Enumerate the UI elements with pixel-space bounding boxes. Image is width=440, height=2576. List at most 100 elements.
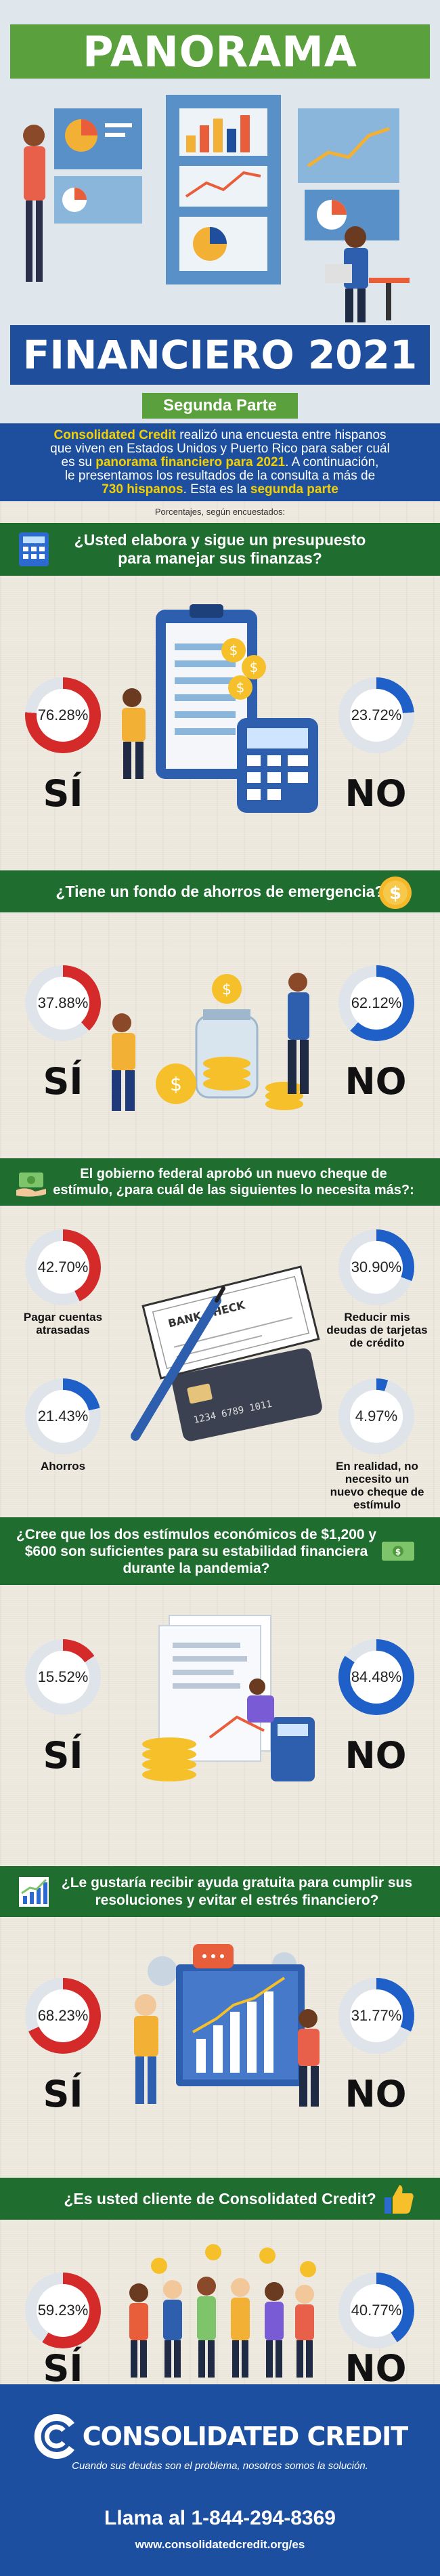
question-bar-5: ¿Le gustaría recibir ayuda gratuita para… [0, 1866, 440, 1917]
q3-opt2-percent: 30.90% [350, 1241, 403, 1294]
q4-no-label: NO [345, 1734, 407, 1777]
intro-box: Consolidated Credit realizó una encuesta… [0, 423, 440, 501]
footer-brand: CONSOLIDATED CREDIT [82, 2422, 408, 2451]
subtitle-badge: Segunda Parte [142, 393, 298, 419]
stimulus-illustration [142, 1615, 315, 1781]
q4-line2: $600 son suficientes para su estabilidad… [24, 1543, 368, 1559]
budget-illustration: $ $ $ [122, 604, 318, 813]
q3-opt4-label: En realidad, no necesito un nuevo cheque d… [330, 1460, 424, 1511]
check-and-card-illustration: BANK CHECK 1234 6789 1011 [131, 1265, 322, 1441]
q1-yes-percent: 76.28% [37, 689, 89, 742]
q6-yes-label: SÍ [43, 2347, 83, 2390]
money-bill-icon: $ [382, 1542, 414, 1561]
intro-line5-highlight1: 730 hispanos [102, 482, 183, 497]
q3-opt1-percent: 42.70% [37, 1241, 89, 1294]
intro-line2: que viven en Estados Unidos y Puerto Ric… [50, 442, 390, 456]
q5-yes-label: SÍ [43, 2073, 83, 2115]
question-bar-4: ¿Cree que los dos estímulos económicos d… [0, 1517, 440, 1585]
q3-opt3-percent: 21.43% [37, 1390, 89, 1443]
header: PANORAMA [0, 0, 440, 423]
q3-opt4-percent: 4.97% [350, 1390, 403, 1443]
q3-opt3-label: Ahorros [40, 1460, 86, 1473]
q5-no-percent: 31.77% [350, 1989, 403, 2042]
svg-text:$: $ [389, 883, 401, 904]
donut-q5-no: 31.77% [338, 1978, 414, 2054]
svg-text:$: $ [250, 659, 259, 675]
donut-q3-opt3: 21.43% [25, 1378, 101, 1454]
q4-yes-percent: 15.52% [37, 1651, 89, 1704]
q6-yes-percent: 59.23% [37, 2284, 89, 2337]
q1-yes-label: SÍ [43, 772, 83, 815]
q4-yes-label: SÍ [43, 1734, 83, 1777]
person-left [24, 146, 45, 200]
intro-line3-highlight: panorama financiero para 2021 [95, 455, 286, 469]
donut-q6-no: 40.77% [338, 2273, 414, 2348]
q3-line2: estímulo, ¿para cuál de las siguientes l… [53, 1183, 414, 1198]
q6-no-percent: 40.77% [350, 2284, 403, 2337]
intro-line5-highlight2: segunda parte [250, 482, 338, 497]
q3-line1: El gobierno federal aprobó un nuevo cheq… [80, 1166, 387, 1181]
q2-line1: ¿Tiene un fondo de ahorros de emergencia… [56, 882, 384, 900]
q5-yes-percent: 68.23% [37, 1989, 89, 2042]
q3-opt1-label: Pagar cuentas atrasadas [23, 1311, 103, 1336]
svg-text:$: $ [395, 1547, 401, 1557]
dollar-coin-icon: $ [379, 877, 412, 909]
donut-q4-no: 84.48% [338, 1639, 414, 1715]
donut-q5-yes: 68.23% [25, 1978, 101, 2054]
donut-q6-yes: 59.23% [25, 2273, 101, 2348]
q1-no-label: NO [345, 772, 407, 815]
q6-no-label: NO [345, 2347, 407, 2390]
svg-text:$: $ [229, 642, 238, 658]
intro-line5-mid: . Esta es la [183, 482, 250, 497]
intro-line3-pre: es su [61, 455, 96, 469]
q2-no-percent: 62.12% [350, 977, 403, 1030]
growth-chart-icon [19, 1877, 49, 1907]
svg-text:$: $ [236, 679, 245, 696]
footer-url[interactable]: www.consolidatedcredit.org/es [135, 2538, 305, 2551]
advice-illustration [134, 1944, 320, 2107]
q2-yes-percent: 37.88% [37, 977, 89, 1030]
q4-no-percent: 84.48% [350, 1651, 403, 1704]
q6-line1: ¿Es usted cliente de Consolidated Credit… [64, 2189, 376, 2208]
money-hand-icon [16, 1173, 46, 1197]
donut-q1-no: 23.72% [338, 677, 414, 753]
svg-text:$: $ [222, 981, 232, 998]
q2-yes-label: SÍ [43, 1060, 83, 1103]
donut-q3-opt1: 42.70% [25, 1229, 101, 1305]
question-bar-2: ¿Tiene un fondo de ahorros de emergencia… [0, 870, 440, 912]
q1-line1: ¿Usted elabora y sigue un presupuesto [74, 531, 366, 549]
percent-note: Porcentajes, según encuestados: [154, 507, 286, 517]
q4-line1: ¿Cree que los dos estímulos económicos d… [16, 1526, 377, 1542]
header-illustration [23, 95, 410, 322]
donut-q3-opt2: 30.90% [338, 1229, 414, 1305]
savings-illustration: $ $ [112, 973, 309, 1111]
q5-no-label: NO [345, 2073, 407, 2115]
footer: CONSOLIDATED CREDIT Cuando sus deudas so… [0, 2384, 440, 2576]
footer-phone[interactable]: Llama al 1-844-294-8369 [104, 2507, 336, 2529]
title-bottom: FINANCIERO 2021 [22, 332, 418, 378]
subtitle: Segunda Parte [162, 396, 278, 415]
q1-line2: para manejar sus finanzas? [118, 549, 322, 567]
thumbs-up-icon [384, 2185, 414, 2214]
svg-text:$: $ [170, 1073, 182, 1095]
intro-line3-post: . A continuación, [285, 455, 379, 469]
q3-opt2-label: Reducir mis deudas de tarjetas de crédito [326, 1311, 428, 1349]
donut-q2-yes: 37.88% [25, 965, 101, 1041]
question-bar-1: ¿Usted elabora y sigue un presupuesto par… [0, 523, 440, 576]
title-banner-bottom: FINANCIERO 2021 [10, 325, 430, 385]
title-banner-top: PANORAMA [10, 24, 430, 79]
chart-board-right [298, 108, 399, 183]
consolidated-credit-logo-icon [34, 2414, 74, 2459]
q1-no-percent: 23.72% [350, 689, 403, 742]
q4-line3: durante la pandemia? [123, 1560, 270, 1576]
q5-line2: resoluciones y evitar el estrés financie… [95, 1892, 379, 1908]
donut-q4-yes: 15.52% [25, 1639, 101, 1715]
donut-q1-yes: 76.28% [25, 677, 101, 753]
donut-q2-no: 62.12% [338, 965, 414, 1041]
clients-crowd-illustration [129, 2244, 316, 2378]
q2-no-label: NO [345, 1060, 407, 1103]
donut-q3-opt4: 4.97% [338, 1378, 414, 1454]
intro-line1: realizó una encuesta entre hispanos [175, 428, 387, 442]
intro-line4: le presentamos los resultados de la cons… [64, 469, 376, 483]
